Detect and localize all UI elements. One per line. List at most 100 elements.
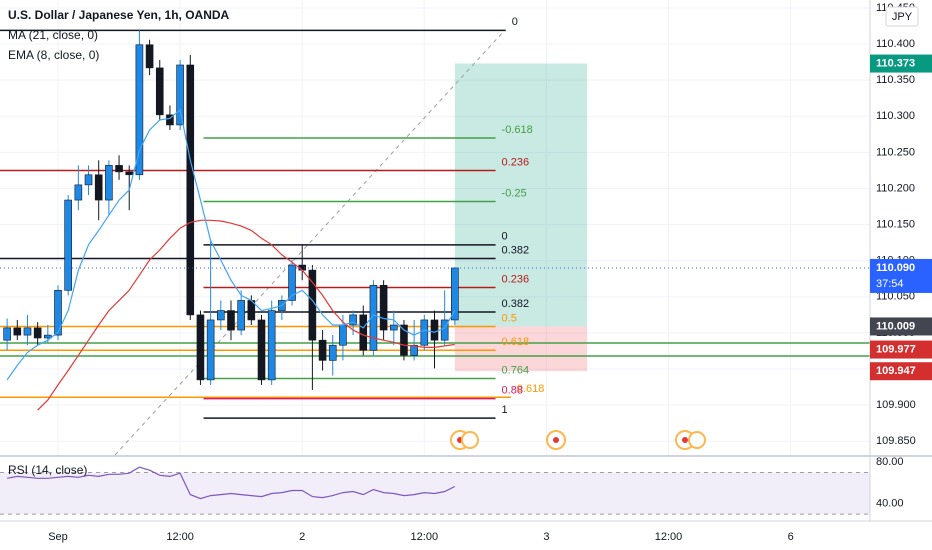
- position-profit: [454, 63, 588, 327]
- candle-body: [145, 44, 154, 69]
- candle-body: [339, 324, 347, 346]
- entry-tag: [870, 317, 932, 336]
- fib-label: 0.236: [502, 273, 530, 285]
- candle-body: [105, 165, 113, 201]
- fib-label: 0.618: [502, 336, 530, 348]
- candle-body: [166, 114, 174, 126]
- x-tick-label: 6: [788, 531, 794, 543]
- fib-label: 0.382: [502, 298, 530, 310]
- candle-body: [84, 174, 93, 186]
- y-tick-label: 110.150: [876, 219, 915, 231]
- rsi-line: [6, 466, 456, 500]
- chart-title: U.S. Dollar / Japanese Yen, 1h, OANDA: [8, 8, 230, 22]
- candle-body: [217, 310, 225, 321]
- candle-body: [359, 314, 368, 351]
- y-tick-label: 110.350: [876, 74, 915, 86]
- countdown-label: 37:54: [876, 278, 904, 290]
- fib-label: 0: [512, 16, 518, 28]
- candle-body: [257, 319, 266, 381]
- legend-entry: MA (21, close, 0): [8, 28, 98, 42]
- candle-body: [400, 324, 408, 356]
- candle-body: [176, 64, 184, 126]
- rsi-tick-label: 80.00: [876, 456, 904, 468]
- candle-body: [267, 310, 276, 381]
- indicator-line: [6, 108, 456, 381]
- fib-label: 1: [502, 404, 508, 416]
- stop-tag-label: 109.947: [876, 365, 916, 377]
- candle-body: [389, 324, 398, 331]
- last-price-tag: [870, 258, 932, 293]
- candle-body: [328, 344, 337, 361]
- event-icon: [688, 431, 706, 449]
- indicator-line: [37, 219, 455, 411]
- candle-body: [44, 334, 52, 339]
- candle-body: [125, 171, 134, 176]
- stop-tag: [870, 362, 932, 381]
- x-tick-label: Sep: [48, 531, 68, 543]
- x-tick-label: 2: [299, 531, 305, 543]
- x-tick-label: 12:00: [166, 531, 194, 543]
- candle-body: [23, 327, 32, 336]
- candle-body: [440, 319, 449, 341]
- entry-tag-label: 110.009: [876, 320, 915, 332]
- y-tick-label: 110.300: [876, 110, 915, 122]
- candle-body: [64, 199, 72, 291]
- fib-label: 0.764: [502, 364, 530, 376]
- candle-body: [33, 327, 42, 339]
- candle-body: [196, 314, 205, 381]
- y-tick-label: 109.900: [876, 399, 916, 411]
- currency-box: [885, 6, 919, 27]
- y-tick-label: 109.850: [876, 435, 916, 447]
- candle-body: [186, 64, 195, 316]
- candle-body: [135, 44, 144, 176]
- fib-label: 0.618: [517, 383, 545, 395]
- target-tag-label: 110.373: [876, 57, 915, 69]
- fib-label: -0.25: [502, 187, 527, 199]
- last-price-label: 110.090: [876, 262, 915, 274]
- candle-body: [227, 310, 235, 331]
- fib-label: 0: [502, 231, 508, 243]
- candle-body: [115, 165, 123, 173]
- rsi-tick-label: 40.00: [876, 498, 904, 510]
- currency-label: JPY: [892, 11, 913, 23]
- candle-body: [237, 300, 245, 331]
- fib-label: 0.88: [502, 385, 523, 397]
- y-tick-label: 110.250: [876, 146, 915, 158]
- fib-label: 0.382: [502, 244, 530, 256]
- fib-trend-line: [114, 29, 506, 456]
- fib-label: -0.618: [502, 124, 533, 136]
- candle-body: [94, 174, 103, 201]
- candle-body: [369, 284, 378, 351]
- price-tag: [870, 340, 932, 359]
- candle-body: [288, 264, 296, 301]
- candle-body: [155, 67, 164, 116]
- candle-body: [3, 327, 11, 341]
- fib-label: 0.5: [502, 312, 517, 324]
- candle-body: [54, 290, 62, 336]
- candle-body: [349, 314, 357, 326]
- candle-body: [318, 339, 327, 361]
- legend-entry: EMA (8, close, 0): [8, 48, 99, 62]
- fib-label: 0.236: [502, 156, 530, 168]
- event-icon: [461, 431, 479, 449]
- candle-body: [451, 267, 459, 321]
- price-tag-label: 109.977: [876, 343, 916, 355]
- candle-body: [379, 284, 388, 331]
- y-tick-label: 110.400: [876, 38, 915, 50]
- candle-body: [308, 269, 317, 341]
- x-tick-label: 12:00: [411, 531, 439, 543]
- x-tick-label: 12:00: [655, 531, 683, 543]
- target-tag: [870, 54, 932, 73]
- candle-body: [74, 184, 83, 201]
- candle-body: [410, 344, 418, 356]
- candle-body: [206, 319, 215, 381]
- candle-body: [420, 319, 429, 346]
- y-tick-label: 110.050: [876, 291, 915, 303]
- rsi-title: RSI (14, close): [8, 463, 87, 477]
- event-icon-dot: [682, 437, 688, 443]
- candle-body: [430, 319, 439, 341]
- x-tick-label: 3: [543, 531, 549, 543]
- position-loss: [454, 326, 588, 372]
